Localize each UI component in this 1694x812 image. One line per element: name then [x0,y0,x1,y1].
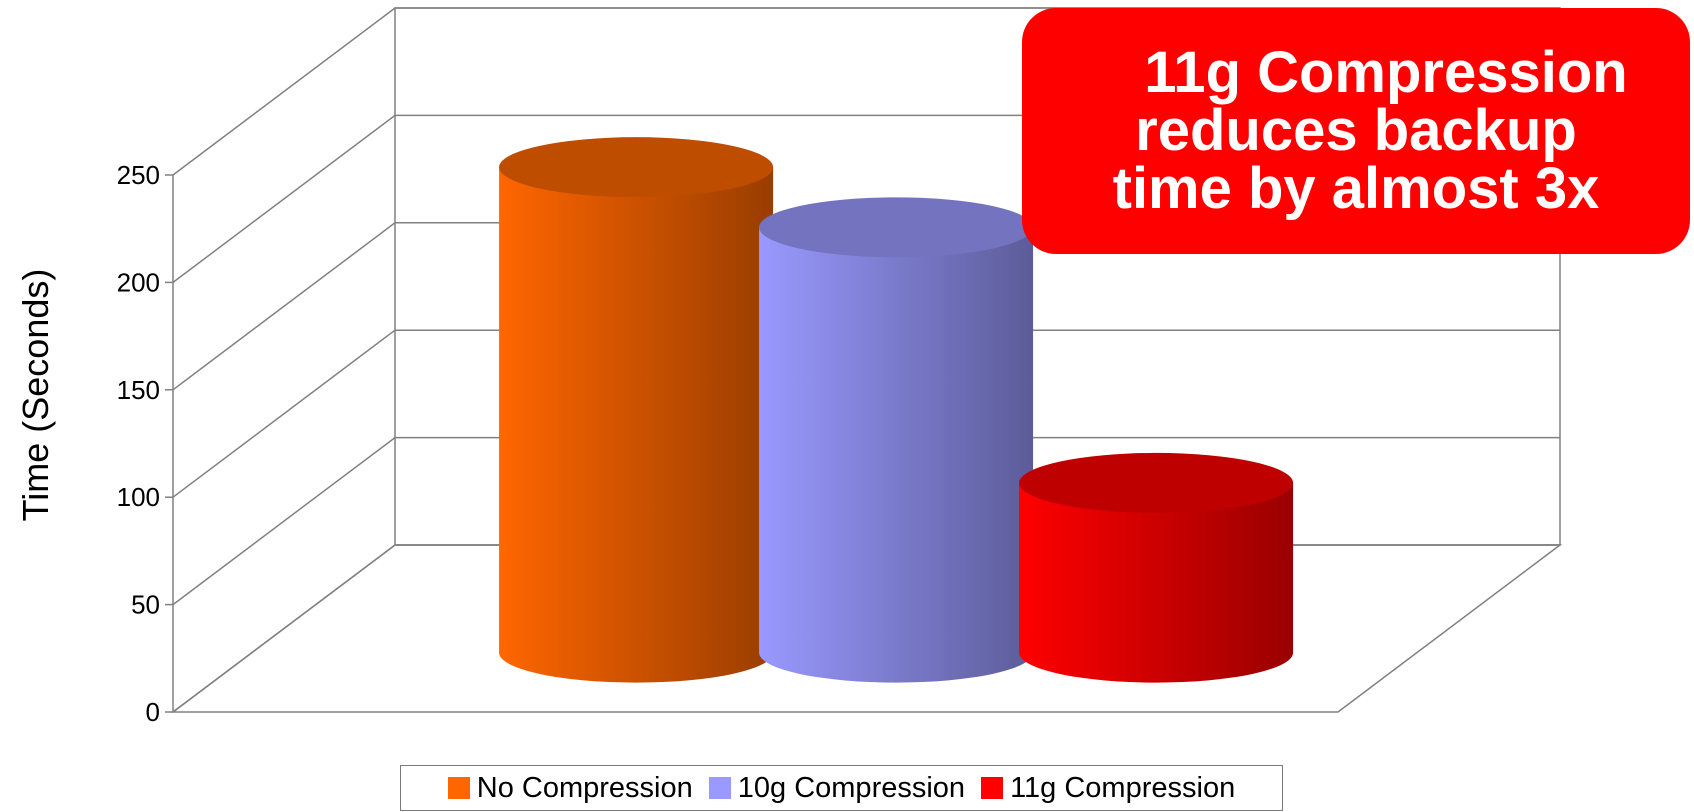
y-tick-label: 150 [117,375,160,405]
legend-label-10g-compression: 10g Compression [737,771,966,804]
legend-swatch-11g-compression [981,777,1004,799]
legend-label-11g-compression: 11g Compression [1010,771,1236,804]
y-tick-label: 250 [117,160,160,190]
legend-item-10g-compression: 10g Compression [708,771,966,805]
bar-top [1019,452,1294,513]
y-axis-ticks: 0 50 100 150 200 250 [117,160,173,727]
callout-line-2: reduces backup [1135,98,1577,163]
bar-top [499,137,774,198]
legend: No Compression 10g Compression 11g Compr… [400,765,1283,811]
y-tick-label: 100 [117,482,160,512]
bar-10g-compression [759,197,1034,683]
bar-body [759,227,1034,683]
gridline [172,436,1560,606]
legend-item-11g-compression: 11g Compression [981,772,1235,805]
bar-11g-compression [1019,452,1294,683]
bar-body [499,167,774,683]
bars [499,137,1294,683]
legend-swatch-no-compression [447,777,470,799]
callout-line-1: 11g Compression [1144,40,1628,105]
y-tick-label: 50 [131,590,160,620]
legend-item-no-compression: No Compression [447,771,693,805]
callout-line-3: time by almost 3x [1112,156,1600,221]
legend-label-no-compression: No Compression [476,771,693,804]
legend-swatch-10g-compression [708,777,731,799]
y-tick-label: 200 [117,267,160,297]
y-axis-title: Time (Seconds) [15,269,56,522]
bar-top [759,197,1034,258]
bar-no-compression [499,137,774,683]
y-tick-label: 0 [146,697,160,727]
callout-annotation: 11g Compression reduces backup time by a… [1022,8,1690,254]
bar-body [1019,482,1294,683]
gridline [172,329,1560,498]
